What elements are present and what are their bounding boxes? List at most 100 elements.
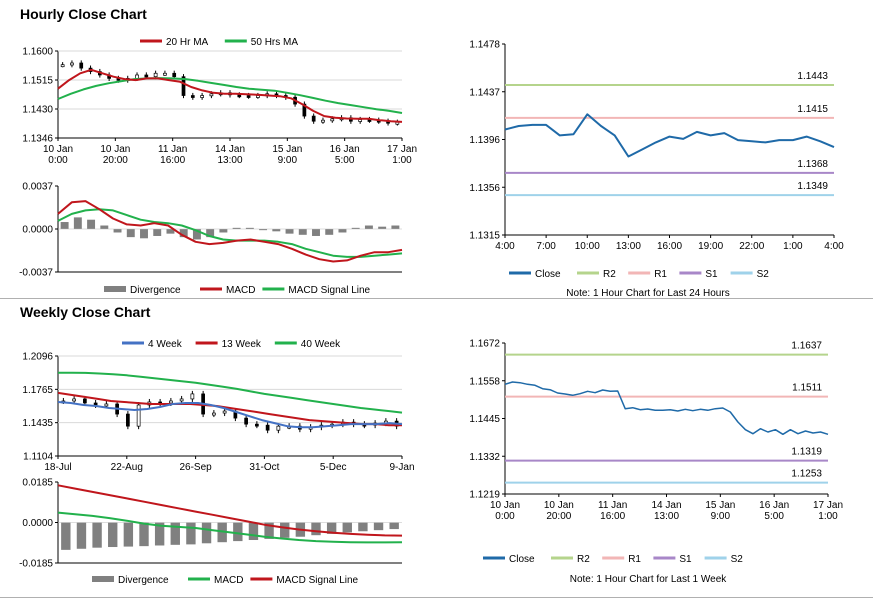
weekly-1w-x-tick-label: 10 Jan	[544, 500, 574, 511]
hourly-price-candle	[60, 64, 65, 68]
hourly-24h-close-line	[504, 113, 835, 158]
hourly-price-x-tick-label: 17 Jan	[387, 144, 417, 155]
hourly-macd-divergence-bar	[351, 227, 360, 229]
weekly-macd-divergence-bar	[154, 522, 165, 546]
hourly-24h-level-label: 1.1349	[797, 181, 828, 192]
hourly-macd-divergence-bar	[325, 229, 334, 235]
weekly-macd-divergence-bar	[248, 522, 259, 541]
weekly-macd-divergence-bar	[139, 522, 149, 547]
weekly-macd-divergence-bar	[92, 522, 102, 548]
hourly-macd-y-tick-label: 0.0037	[22, 182, 53, 193]
weekly-1w-legend-label: R2	[577, 554, 590, 565]
hourly-price-x-tick-label: 11 Jan	[158, 144, 187, 155]
weekly-1w-x-tick-label: 15 Jan	[705, 500, 735, 511]
weekly-price-candle	[72, 398, 76, 402]
hourly-macd-divergence-bar	[113, 229, 122, 233]
weekly-price-candle	[93, 402, 98, 406]
hourly-price-candle	[209, 93, 214, 97]
weekly-40week-line	[58, 371, 403, 414]
weekly-macd-divergence-bar	[61, 522, 71, 550]
hourly-24h-legend-label: R2	[603, 269, 616, 280]
hourly-macd-legend-label: MACD Signal Line	[288, 285, 370, 296]
hourly-price-x-tick-label: 10 Jan	[43, 144, 73, 155]
hourly-24h-x-tick-label: 19:00	[698, 241, 723, 252]
hourly-macd-divergence-bar	[272, 229, 281, 232]
weekly-legend-label: 13 Week	[222, 339, 262, 350]
weekly-1w-x-tick-label: 20:00	[546, 511, 571, 522]
hourly-price-x-tick-label: 16 Jan	[330, 144, 360, 155]
weekly-price-x-tick-label: 5-Dec	[320, 462, 347, 473]
weekly-1w-x-tick-label: 5:00	[764, 511, 784, 522]
weekly-price-candle	[126, 413, 130, 427]
hourly-price-x-tick-label: 14 Jan	[215, 144, 245, 155]
weekly-1w-x-tick-label: 1:00	[818, 511, 838, 522]
hourly-macd-divergence-bar	[100, 225, 109, 229]
weekly-macd-divergence-bar	[311, 522, 321, 536]
weekly-macd-divergence-bar	[326, 522, 337, 534]
weekly-macd-legend-label: MACD	[214, 575, 243, 586]
weekly-macd-divergence-bar	[280, 522, 290, 538]
weekly-price-candle	[222, 410, 227, 414]
weekly-macd-legend-swatch	[92, 576, 114, 582]
hourly-macd-legend-label: MACD	[226, 285, 255, 296]
hourly-macd-signal-line	[57, 208, 403, 258]
weekly-macd-divergence-bar	[373, 522, 384, 531]
hourly-macd-legend-swatch	[104, 286, 126, 292]
hourly-24h-y-tick-label: 1.1315	[469, 231, 500, 242]
weekly-price-candle	[190, 393, 195, 400]
weekly-price-candle	[104, 403, 109, 407]
weekly-1w-level-label: 1.1637	[791, 341, 822, 352]
hourly-price-candle	[358, 119, 363, 122]
hourly-macd-divergence-bar	[338, 229, 347, 233]
hourly-price-candle	[321, 119, 325, 123]
weekly-1w-y-tick-label: 1.1332	[469, 452, 500, 463]
weekly-price-candle	[276, 425, 281, 431]
weekly-macd-y-tick-label: 0.0185	[22, 478, 53, 489]
weekly-macd-line	[57, 511, 403, 544]
hourly-ma50-line	[57, 77, 403, 114]
hourly-24h-x-tick-label: 10:00	[575, 241, 600, 252]
hourly-price-candle	[200, 95, 204, 98]
hourly-macd-divergence-bar	[391, 225, 400, 229]
hourly-price-candle	[163, 72, 167, 76]
hourly-24h-x-tick-label: 4:00	[495, 241, 515, 252]
weekly-macd-divergence-bar	[123, 522, 134, 547]
hourly-macd-divergence-bar	[153, 229, 162, 236]
hourly-price-y-tick-label: 1.1600	[22, 47, 53, 58]
weekly-price-y-tick-label: 1.1104	[23, 452, 53, 463]
hourly-price-candle	[190, 95, 195, 98]
hourly-price-candle	[246, 95, 251, 98]
hourly-price-x-tick-label: 9:00	[278, 155, 298, 166]
weekly-1w-x-tick-label: 0:00	[495, 511, 515, 522]
hourly-price-candle	[181, 76, 186, 96]
weekly-1w-legend-label: R1	[628, 554, 641, 565]
weekly-macd-y-tick-label: 0.0000	[22, 518, 53, 529]
weekly-1w-y-tick-label: 1.1672	[469, 339, 500, 350]
weekly-1w-x-tick-label: 9:00	[711, 511, 731, 522]
hourly-macd-divergence-bar	[206, 229, 215, 238]
hourly-price-x-tick-label: 13:00	[217, 155, 242, 166]
weekly-macd-y-tick-label: -0.0185	[19, 559, 53, 570]
weekly-1w-x-tick-label: 14 Jan	[651, 500, 681, 511]
hourly-macd-divergence-bar	[364, 225, 373, 229]
weekly-price-x-tick-label: 18-Jul	[44, 462, 71, 473]
weekly-1w-x-tick-label: 11 Jan	[598, 500, 627, 511]
weekly-price-x-tick-label: 26-Sep	[179, 462, 212, 473]
weekly-macd-signal-line	[57, 484, 403, 537]
hourly-24h-level-label: 1.1415	[797, 104, 828, 115]
hourly-24h-y-tick-label: 1.1396	[469, 135, 500, 146]
weekly-price-candle	[179, 398, 184, 402]
hourly-24h-x-tick-label: 4:00	[824, 241, 844, 252]
weekly-price-candle	[255, 423, 259, 427]
hourly-price-y-tick-label: 1.1430	[22, 105, 53, 116]
weekly-price-x-tick-label: 31-Oct	[249, 462, 279, 473]
hourly-24h-x-tick-label: 13:00	[616, 241, 641, 252]
hourly-legend-label: 50 Hrs MA	[251, 37, 299, 48]
weekly-macd-legend-label: MACD Signal Line	[276, 575, 358, 586]
hourly-24h-level-label: 1.1368	[797, 159, 828, 170]
hourly-macd-divergence-bar	[245, 227, 254, 229]
hourly-24h-legend-label: S2	[757, 269, 770, 280]
hourly-price-x-tick-label: 0:00	[48, 155, 68, 166]
hourly-price-x-tick-label: 20:00	[103, 155, 128, 166]
